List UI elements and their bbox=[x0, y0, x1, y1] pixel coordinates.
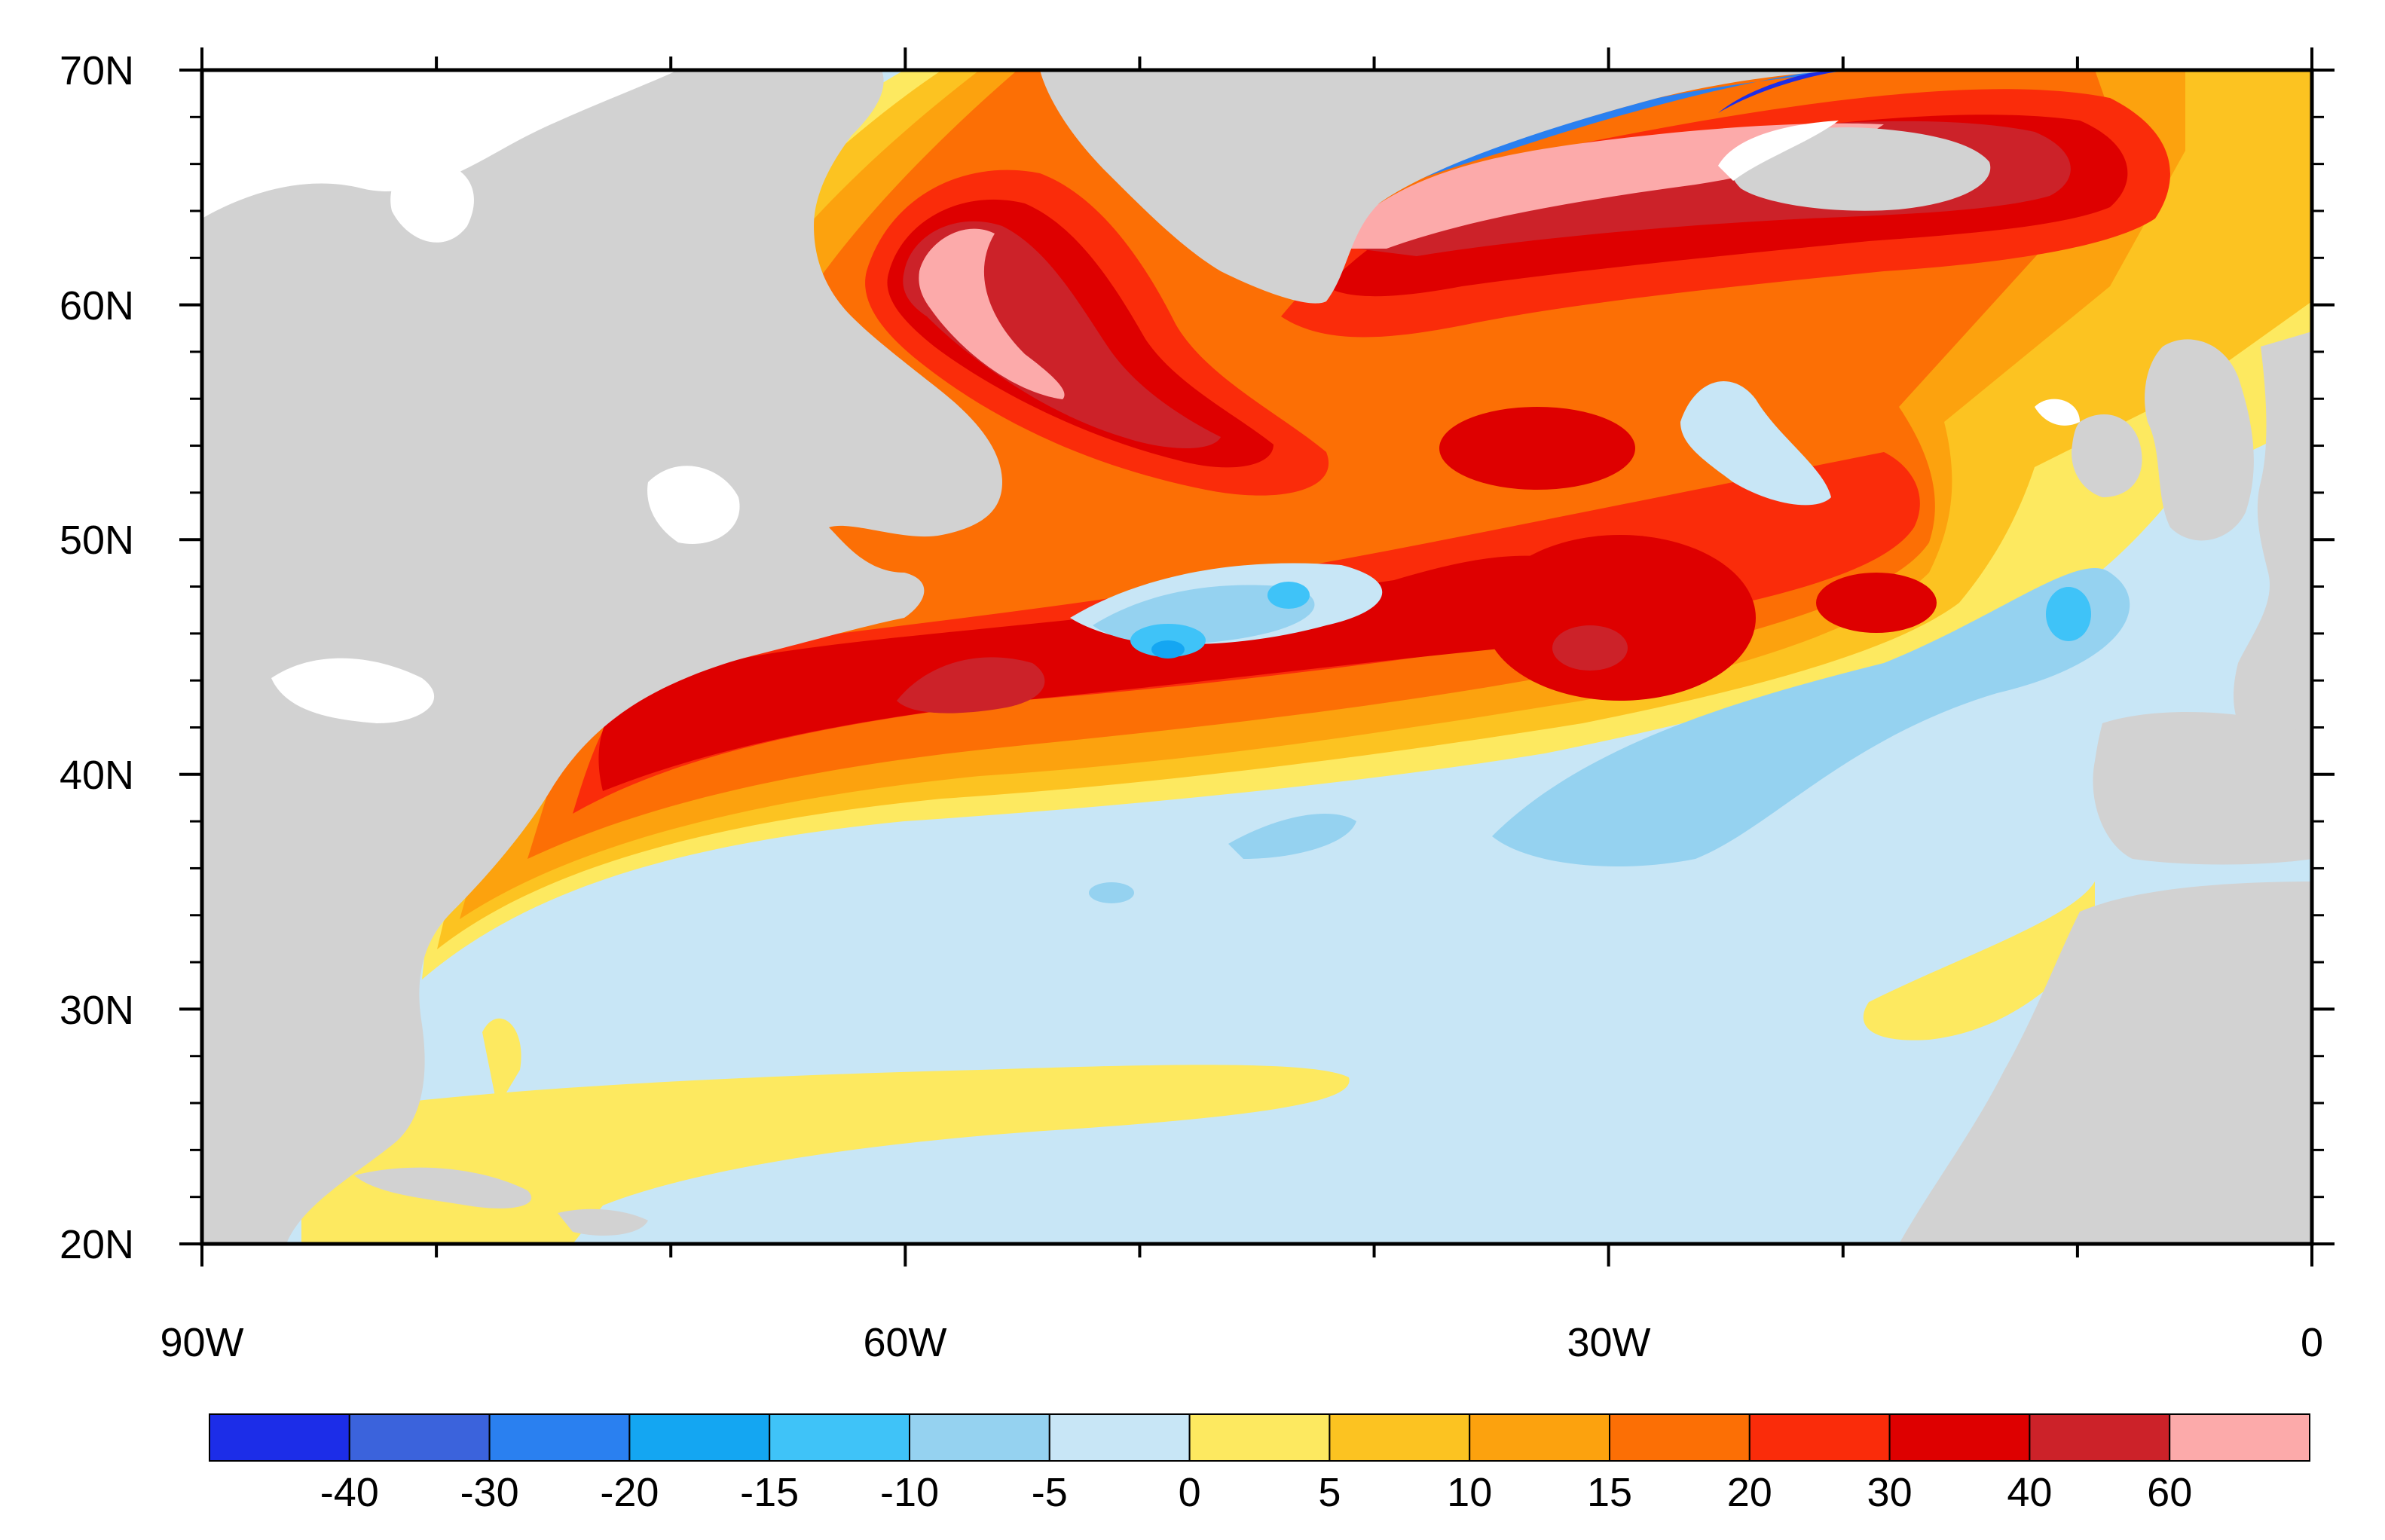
colorbar-swatch bbox=[1609, 1413, 1751, 1462]
land-iceland bbox=[1729, 127, 1991, 211]
colorbar-swatch bbox=[1048, 1413, 1191, 1462]
colorbar-swatch bbox=[1888, 1413, 2031, 1462]
anomaly-zone-neg10-neg5-east bbox=[1492, 568, 2130, 866]
anomaly-zone-neg20-neg15-subpolar bbox=[1151, 640, 1185, 658]
lon-label-90w: 90W bbox=[160, 1320, 243, 1365]
lat-label-60n: 60N bbox=[60, 283, 134, 328]
lat-label-50n: 50N bbox=[60, 518, 134, 563]
colorbar-label: 0 bbox=[1179, 1470, 1201, 1515]
lat-label-70n: 70N bbox=[60, 48, 134, 93]
land-greenland bbox=[1040, 70, 1854, 304]
land-europe bbox=[2234, 332, 2312, 753]
colorbar-label: 20 bbox=[1727, 1470, 1772, 1515]
colorbar-swatch bbox=[488, 1413, 631, 1462]
colorbar-label: -15 bbox=[740, 1470, 799, 1515]
colorbar-label: 10 bbox=[1447, 1470, 1492, 1515]
lat-label-30n: 30N bbox=[60, 988, 134, 1033]
colorbar-label: 5 bbox=[1318, 1470, 1341, 1515]
colorbar-label: 60 bbox=[2147, 1470, 2192, 1515]
anomaly-zone-neg15-neg10-subpolar-b bbox=[1267, 582, 1310, 609]
land-great-britain bbox=[2145, 339, 2254, 541]
land-masses bbox=[202, 70, 2312, 1244]
anomaly-band-gulf-coast bbox=[482, 1018, 521, 1108]
lat-label-40n: 40N bbox=[60, 753, 134, 798]
colorbar-label: -10 bbox=[880, 1470, 939, 1515]
lat-label-20n: 20N bbox=[60, 1222, 134, 1267]
colorbar-swatch bbox=[2029, 1413, 2171, 1462]
colorbar-swatch bbox=[1748, 1413, 1891, 1462]
colorbar-label: -20 bbox=[600, 1470, 659, 1515]
anomaly-zone-neg5-0-midocean bbox=[1680, 381, 1831, 506]
land-cuba bbox=[354, 1167, 532, 1208]
colorbar-label: -30 bbox=[460, 1470, 519, 1515]
no-data-iceland-rim bbox=[1718, 121, 1839, 181]
colorbar-swatch bbox=[628, 1413, 771, 1462]
anomaly-zone-40-60-gulfstream bbox=[897, 657, 1045, 713]
colorbar-swatch bbox=[1469, 1413, 1610, 1462]
anomaly-band-subtropics bbox=[301, 1065, 1350, 1244]
lon-label-0: 0 bbox=[2301, 1320, 2323, 1365]
anomaly-band-east bbox=[1863, 882, 2095, 1040]
colorbar-swatch bbox=[769, 1413, 911, 1462]
anomaly-zone-40-60-midocean-b bbox=[1552, 625, 1628, 671]
anomaly-zone-neg15-neg10-east bbox=[2046, 587, 2091, 641]
colorbar-label: 30 bbox=[1867, 1470, 1913, 1515]
axis-ticks bbox=[179, 47, 2335, 1267]
lon-label-60w: 60W bbox=[863, 1320, 946, 1365]
anomaly-zone-neg10-neg5-south-b bbox=[1089, 882, 1134, 903]
anomaly-zone-30-40-midocean-a bbox=[1439, 407, 1635, 490]
colorbar: -40 -30 -20 -15 -10 -5 0 5 10 15 20 30 40 60 bbox=[209, 1413, 2310, 1515]
anomaly-zone-20-30-midocean-b bbox=[1485, 535, 1756, 701]
lon-label-30w: 30W bbox=[1567, 1320, 1650, 1365]
colorbar-swatch bbox=[348, 1413, 491, 1462]
map-plot-area bbox=[202, 70, 2312, 1244]
no-data-arctic bbox=[202, 70, 678, 218]
land-north-america bbox=[202, 70, 1002, 1244]
no-data-irish-sea bbox=[2035, 399, 2080, 426]
colorbar-label: 15 bbox=[1587, 1470, 1632, 1515]
colorbar-label: -5 bbox=[1032, 1470, 1068, 1515]
colorbar-swatch bbox=[209, 1413, 350, 1462]
colorbar-label: 40 bbox=[2007, 1470, 2052, 1515]
lon-axis: 90W 60W 30W 0 bbox=[160, 1320, 2323, 1365]
no-data-regions bbox=[202, 70, 2080, 723]
no-data-labrador-coast bbox=[647, 466, 740, 544]
lat-axis: 70N 60N 50N 40N 30N 20N bbox=[60, 48, 134, 1267]
colorbar-swatch bbox=[909, 1413, 1050, 1462]
colorbar-swatch bbox=[2169, 1413, 2310, 1462]
colorbar-label: -40 bbox=[320, 1470, 379, 1515]
colorbar-swatch bbox=[1329, 1413, 1471, 1462]
land-africa bbox=[1899, 882, 2312, 1244]
land-iberia bbox=[2093, 712, 2312, 865]
land-ireland bbox=[2072, 414, 2142, 497]
no-data-great-lakes bbox=[271, 658, 435, 723]
anomaly-zone-neg10-neg5-south-a bbox=[1228, 814, 1356, 859]
map-frame bbox=[200, 68, 2314, 1246]
anomaly-zone-60-labrador bbox=[919, 228, 1065, 399]
no-data-hudson-bay bbox=[390, 161, 474, 243]
land-hispaniola bbox=[558, 1208, 648, 1236]
anomaly-zone-30-40-midocean-c bbox=[1816, 573, 1937, 633]
colorbar-swatch bbox=[1188, 1413, 1331, 1462]
